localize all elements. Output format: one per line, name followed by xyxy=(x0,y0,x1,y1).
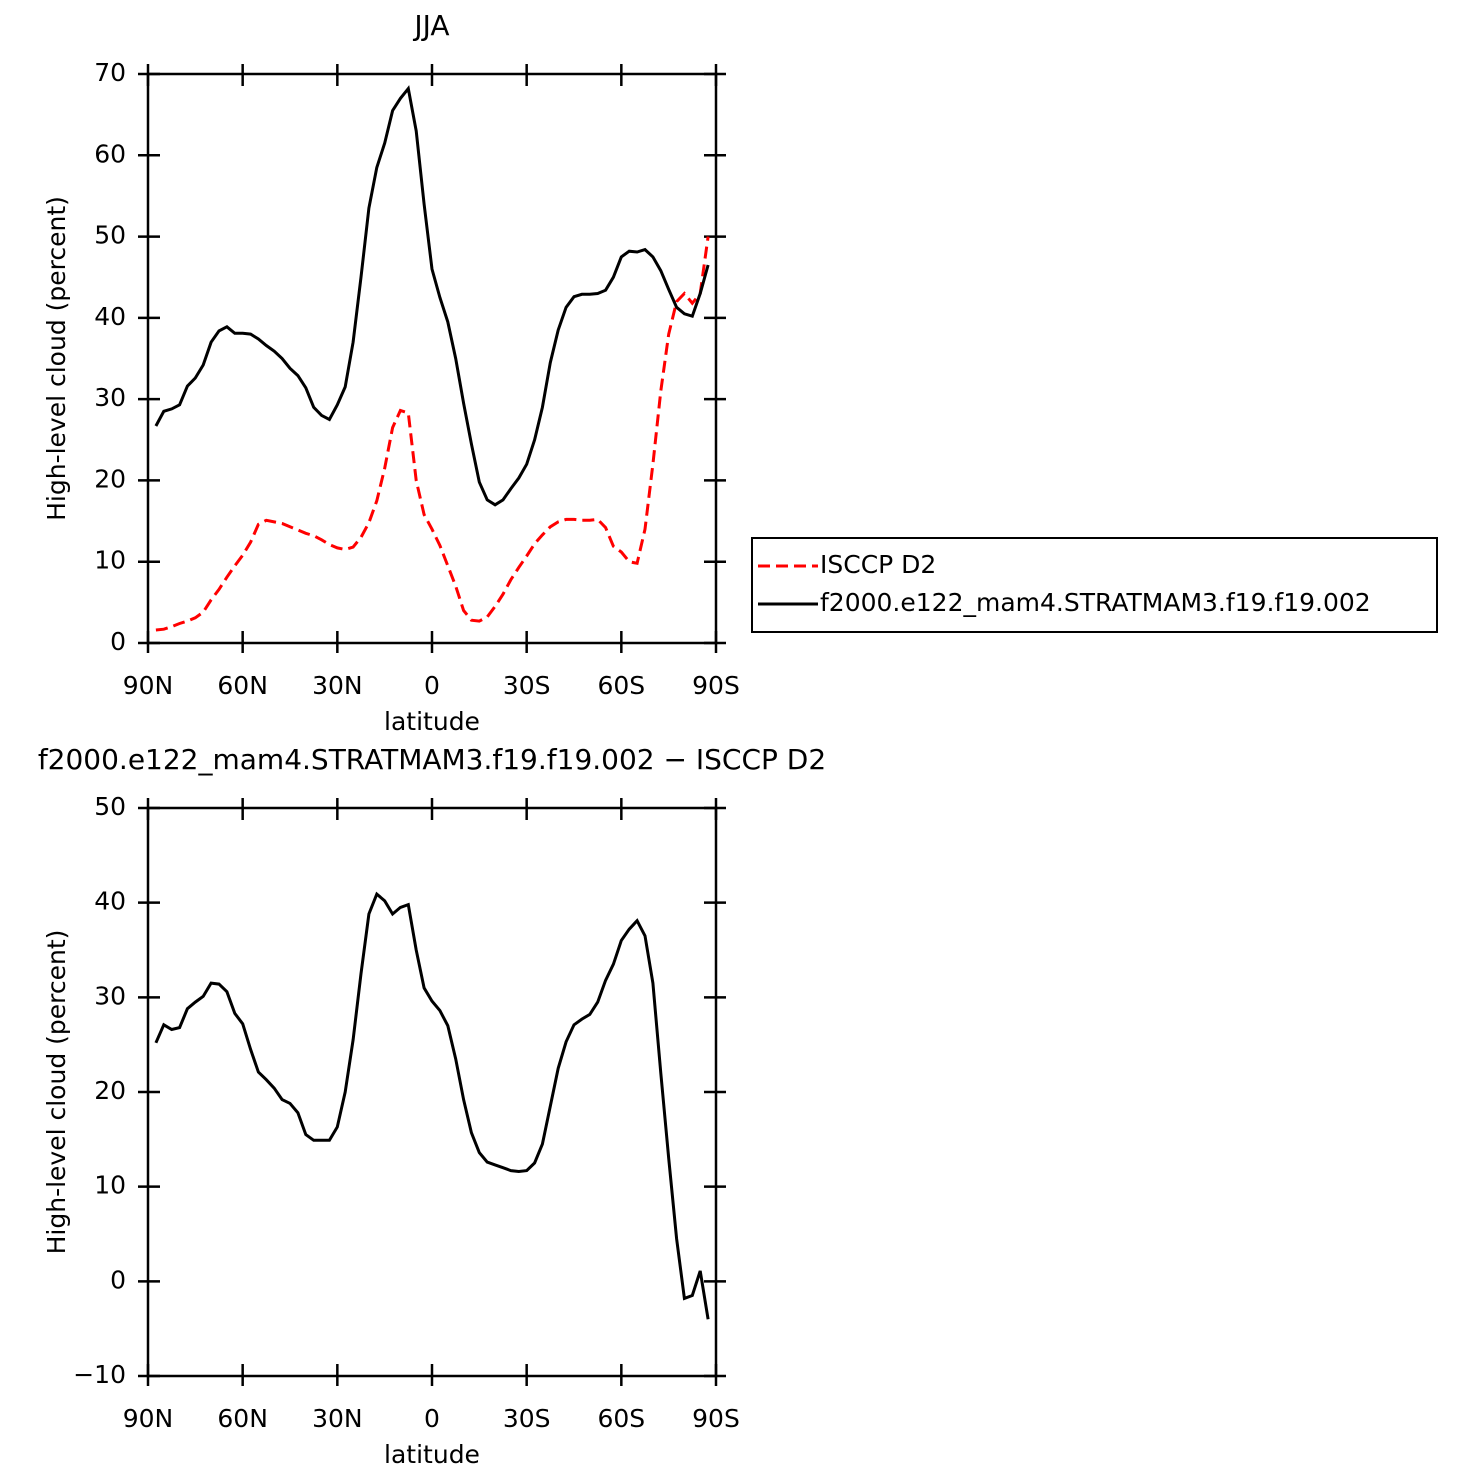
x-tick-label: 30S xyxy=(503,1404,551,1433)
x-tick-label: 60S xyxy=(597,671,645,700)
x-tick-label: 0 xyxy=(424,671,440,700)
x-axis-label: latitude xyxy=(384,707,480,736)
y-tick-label: 10 xyxy=(94,546,126,575)
y-tick-label: 20 xyxy=(94,464,126,493)
legend-box xyxy=(751,537,1438,633)
data-line xyxy=(154,85,710,507)
x-axis-label: latitude xyxy=(384,1440,480,1469)
x-tick-label: 90N xyxy=(123,1404,174,1433)
x-tick-label: 60N xyxy=(217,1404,268,1433)
y-tick-label: 20 xyxy=(94,1076,126,1105)
y-tick-label: 40 xyxy=(94,887,126,916)
x-tick-label: 90S xyxy=(692,671,740,700)
y-tick-label: 40 xyxy=(94,302,126,331)
y-tick-label: 0 xyxy=(110,1265,126,1294)
y-tick-label: 60 xyxy=(94,139,126,168)
y-tick-label: 30 xyxy=(94,383,126,412)
y-tick-label: 50 xyxy=(94,792,126,821)
y-tick-label: 70 xyxy=(94,58,126,87)
y-tick-label: −10 xyxy=(73,1360,126,1389)
x-tick-label: 60N xyxy=(217,671,268,700)
legend-label: f2000.e122_mam4.STRATMAM3.f19.f19.002 xyxy=(820,588,1371,617)
data-line xyxy=(154,891,710,1320)
x-tick-label: 60S xyxy=(597,1404,645,1433)
y-tick-label: 50 xyxy=(94,221,126,250)
legend-label: ISCCP D2 xyxy=(820,550,936,579)
plot-frame xyxy=(146,806,718,1378)
data-line xyxy=(155,236,710,632)
x-tick-label: 90S xyxy=(692,1404,740,1433)
x-tick-label: 0 xyxy=(424,1404,440,1433)
x-tick-label: 30N xyxy=(312,1404,363,1433)
chart-title: f2000.e122_mam4.STRATMAM3.f19.f19.002 − … xyxy=(38,743,826,776)
y-tick-label: 0 xyxy=(110,627,126,656)
y-axis-label: High-level cloud (percent) xyxy=(42,196,71,521)
y-tick-label: 30 xyxy=(94,981,126,1010)
x-tick-label: 90N xyxy=(123,671,174,700)
y-axis-label: High-level cloud (percent) xyxy=(42,930,71,1255)
x-tick-label: 30N xyxy=(312,671,363,700)
chart-title: JJA xyxy=(412,9,449,42)
x-tick-label: 30S xyxy=(503,671,551,700)
y-tick-label: 10 xyxy=(94,1171,126,1200)
plot-frame xyxy=(146,72,718,645)
